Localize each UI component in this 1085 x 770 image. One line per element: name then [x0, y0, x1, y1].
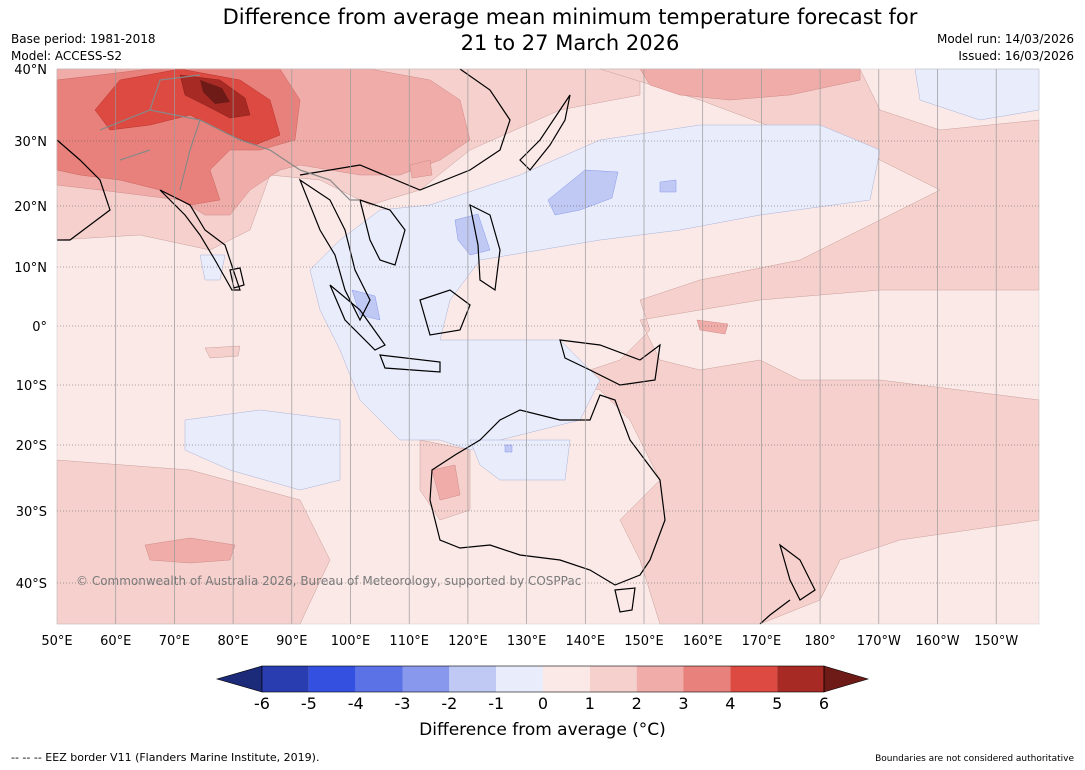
country-borders: [99, 74, 360, 201]
colorbar-label: Difference from average (°C): [419, 720, 666, 740]
anomaly-over-6: [200, 80, 230, 104]
colorbar-segment: [683, 666, 731, 692]
lon-label: 160°W: [915, 634, 959, 649]
lon-label: 150°W: [974, 634, 1018, 649]
colorbar-tick: 5: [772, 694, 782, 713]
colorbar-tick: 1: [585, 694, 595, 713]
meta-right: Model run: 14/03/2026 Issued: 16/03/2026: [937, 31, 1074, 65]
lon-label: 130°E: [507, 634, 547, 649]
lat-label: 30°N: [14, 135, 47, 150]
lon-label: 160°E: [683, 634, 723, 649]
colorbar-tick: -5: [301, 694, 317, 713]
colorbar-segment: [355, 666, 403, 692]
lon-label: 170°E: [742, 634, 782, 649]
colorbar-segment: [496, 666, 543, 692]
colorbar-extend-low: [215, 665, 263, 693]
lon-label: 140°E: [566, 634, 606, 649]
colorbar: [215, 665, 870, 693]
title-line-1: Difference from average mean minimum tem…: [222, 5, 918, 29]
map-title: Difference from average mean minimum tem…: [0, 4, 1085, 56]
lon-label: 60°E: [100, 634, 131, 649]
colorbar-tick: -6: [254, 694, 270, 713]
eez-legend: -- -- -- EEZ border V11 (Flanders Marine…: [11, 751, 320, 764]
lon-label: 150°E: [624, 634, 664, 649]
meta-left: Base period: 1981-2018 Model: ACCESS-S2: [11, 31, 156, 65]
lat-label: 20°N: [14, 200, 47, 215]
colorbar-tick: -3: [395, 694, 411, 713]
colorbar-extend-high: [823, 665, 870, 693]
colorbar-tick: 2: [632, 694, 642, 713]
lat-label: 40°N: [14, 63, 47, 78]
colorbar-segment: [262, 666, 309, 692]
lat-label: 40°S: [16, 577, 47, 592]
colorbar-segment: [730, 666, 778, 692]
latitude-labels: 40°N 30°N 20°N 10°N 0° 10°S 20°S 30°S 40°S: [14, 63, 47, 592]
lon-label: 120°E: [448, 634, 488, 649]
model-run: Model run: 14/03/2026: [936, 32, 1074, 46]
colorbar-tick: 6: [819, 694, 829, 713]
anomaly-minus1-to-0: [184, 68, 1040, 491]
lon-label: 100°E: [331, 634, 371, 649]
coastlines: [56, 68, 816, 625]
model-name: Model: ACCESS-S2: [11, 49, 123, 63]
anomaly-4-to-5: [94, 68, 281, 146]
colorbar-segment: [589, 666, 637, 692]
meridian-lines: [115, 69, 997, 624]
colorbar-tick-labels: -6 -5 -4 -3 -2 -1 0 1 2 3 4 5 6: [254, 694, 829, 713]
boundary-disclaimer: Boundaries are not considered authoritat…: [875, 754, 1074, 764]
lon-label: 80°E: [217, 634, 248, 649]
colorbar-segment: [449, 666, 497, 692]
title-line-2: 21 to 27 March 2026: [460, 31, 680, 55]
lon-label: 170°W: [857, 634, 901, 649]
colorbar-segment: [636, 666, 684, 692]
lat-label: 10°S: [16, 379, 47, 394]
colorbar-tick: -4: [348, 694, 364, 713]
colorbar-tick: -1: [488, 694, 504, 713]
colorbar-segment: [308, 666, 356, 692]
lat-label: 30°S: [16, 505, 47, 520]
longitude-labels: 50°E 60°E 70°E 80°E 90°E 100°E 110°E 120°E 130°E…: [41, 634, 1018, 649]
lat-label: 20°S: [16, 439, 47, 454]
copyright-notice: © Commonwealth of Australia 2026, Bureau…: [76, 574, 582, 588]
colorbar-tick: -2: [441, 694, 457, 713]
colorbar-segment: [543, 666, 590, 692]
lon-label: 180°: [804, 634, 835, 649]
lon-label: 70°E: [159, 634, 190, 649]
lat-label: 10°N: [14, 261, 47, 276]
colorbar-tick: 4: [725, 694, 735, 713]
colorbar-outline: [261, 665, 825, 693]
base-period: Base period: 1981-2018: [11, 32, 156, 46]
colorbar-tick: 3: [678, 694, 688, 713]
map-frame: [56, 68, 1040, 625]
colorbar-segment: [402, 666, 450, 692]
lat-label: 0°: [32, 320, 47, 335]
colorbar-segment: [777, 666, 824, 692]
lon-label: 110°E: [389, 634, 429, 649]
lon-label: 90°E: [276, 634, 307, 649]
colorbar-tick: 0: [538, 694, 548, 713]
lon-label: 50°E: [41, 634, 72, 649]
issued-date: Issued: 16/03/2026: [958, 49, 1074, 63]
